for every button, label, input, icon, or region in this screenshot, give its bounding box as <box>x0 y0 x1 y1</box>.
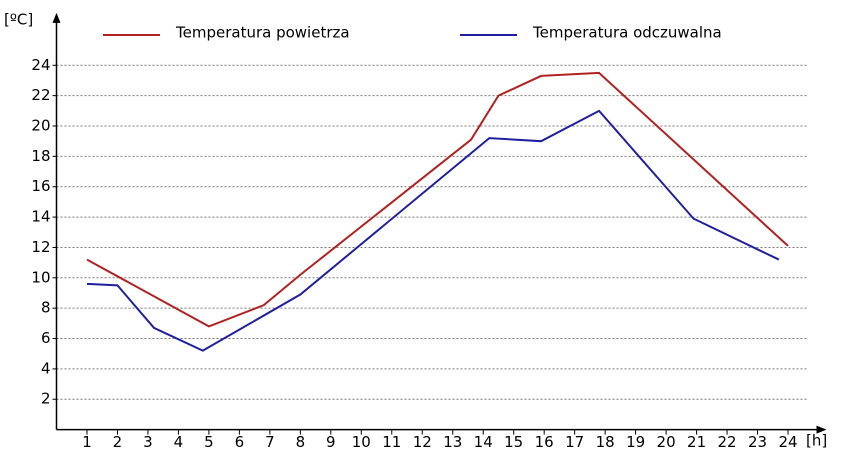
legend-label: Temperatura odczuwalna <box>532 24 722 42</box>
x-tick-label: 14 <box>474 433 493 451</box>
x-tick-label: 2 <box>113 433 123 451</box>
x-tick-label: 22 <box>718 433 737 451</box>
x-tick-label: 18 <box>596 433 615 451</box>
x-tick-label: 19 <box>626 433 645 451</box>
y-axis-arrow <box>52 12 61 23</box>
x-tick-label: 20 <box>657 433 676 451</box>
x-tick-label: 3 <box>143 433 153 451</box>
x-tick-label: 4 <box>174 433 184 451</box>
y-tick-label: 14 <box>31 208 50 226</box>
x-tick-label: 9 <box>326 433 336 451</box>
x-tick-label: 1 <box>82 433 92 451</box>
x-tick-label: 16 <box>535 433 554 451</box>
y-tick-label: 4 <box>41 359 51 377</box>
y-tick-label: 6 <box>41 329 51 347</box>
y-axis-label: [ºC] <box>4 11 33 29</box>
x-tick-label: 11 <box>382 433 401 451</box>
y-tick-label: 12 <box>31 238 50 256</box>
y-tick-label: 24 <box>31 56 50 74</box>
x-axis-label: [h] <box>806 432 827 450</box>
y-tick-label: 10 <box>31 268 50 286</box>
legend-label: Temperatura powietrza <box>175 24 350 42</box>
x-tick-label: 17 <box>565 433 584 451</box>
y-tick-label: 16 <box>31 177 50 195</box>
y-tick-label: 8 <box>41 299 51 317</box>
y-tick-label: 22 <box>31 86 50 104</box>
x-tick-label: 15 <box>504 433 523 451</box>
y-tick-label: 20 <box>31 117 50 135</box>
line-series <box>86 109 780 352</box>
y-tick-label: 2 <box>41 390 51 408</box>
x-tick-label: 10 <box>352 433 371 451</box>
x-tick-label: 6 <box>235 433 245 451</box>
x-tick-label: 5 <box>204 433 214 451</box>
x-tick-label: 24 <box>778 433 797 451</box>
line-series <box>86 71 789 328</box>
x-axis-arrow <box>816 425 827 434</box>
x-tick-label: 7 <box>265 433 275 451</box>
x-tick-label: 8 <box>296 433 306 451</box>
x-tick-label: 21 <box>687 433 706 451</box>
x-tick-label: 23 <box>748 433 767 451</box>
x-tick-label: 13 <box>443 433 462 451</box>
x-tick-label: 12 <box>413 433 432 451</box>
y-tick-label: 18 <box>31 147 50 165</box>
